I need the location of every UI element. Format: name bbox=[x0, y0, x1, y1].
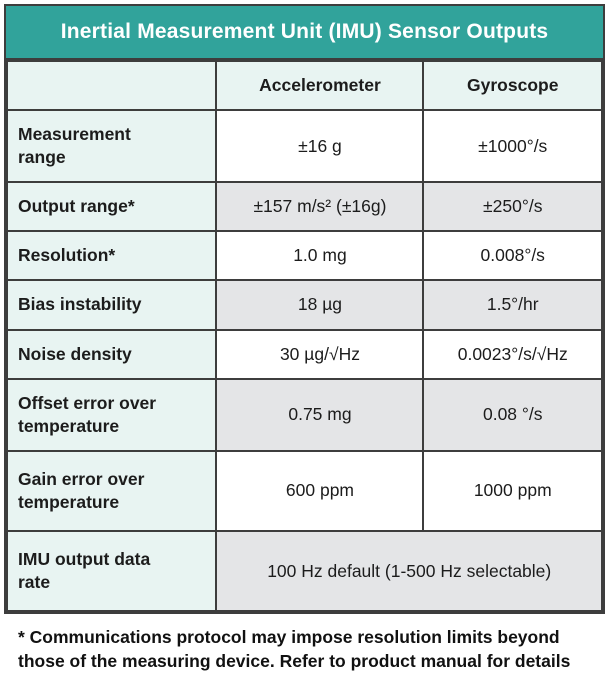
table-row: Gain error over temperature 600 ppm 1000… bbox=[5, 449, 603, 533]
table-row: IMU output data rate 100 Hz default (1-5… bbox=[5, 530, 603, 613]
table-row: Measurement range ±16 g ±1000°/s bbox=[5, 109, 603, 184]
table-row: Resolution* 1.0 mg 0.008°/s bbox=[5, 230, 603, 282]
row-label: Output range* bbox=[5, 181, 218, 233]
table-row: Noise density 30 µg/√Hz 0.0023°/s/√Hz bbox=[5, 328, 603, 380]
cell-accelerometer: 600 ppm bbox=[215, 449, 425, 533]
cell-merged-data-rate: 100 Hz default (1-500 Hz selectable) bbox=[215, 530, 603, 613]
cell-gyroscope: 1000 ppm bbox=[422, 449, 603, 533]
cell-gyroscope: 0.08 °/s bbox=[422, 377, 603, 452]
cell-accelerometer: 18 µg bbox=[215, 279, 425, 331]
row-label: Offset error over temperature bbox=[5, 377, 218, 452]
table-row: Offset error over temperature 0.75 mg 0.… bbox=[5, 377, 603, 452]
row-label-text: Offset error over temperature bbox=[18, 392, 157, 436]
row-label: Bias instability bbox=[5, 279, 218, 331]
row-label-text: Resolution* bbox=[18, 245, 116, 266]
cell-gyroscope: ±250°/s bbox=[422, 181, 603, 233]
cell-accelerometer: 1.0 mg bbox=[215, 230, 425, 282]
footnote: * Communications protocol may impose res… bbox=[18, 627, 571, 671]
table-row: Bias instability 18 µg 1.5°/hr bbox=[5, 279, 603, 331]
imu-spec-card: Inertial Measurement Unit (IMU) Sensor O… bbox=[4, 4, 605, 615]
imu-spec-table: Accelerometer Gyroscope Measurement rang… bbox=[5, 59, 603, 613]
row-label-text: Bias instability bbox=[18, 294, 142, 315]
table-row: Output range* ±157 m/s² (±16g) ±250°/s bbox=[5, 181, 603, 233]
row-label: Noise density bbox=[5, 328, 218, 380]
cell-gyroscope: ±1000°/s bbox=[422, 109, 603, 184]
cell-accelerometer: ±157 m/s² (±16g) bbox=[215, 181, 425, 233]
cell-gyroscope: 0.008°/s bbox=[422, 230, 603, 282]
row-label-text: Output range* bbox=[18, 196, 135, 217]
column-header-accelerometer: Accelerometer bbox=[215, 59, 425, 112]
cell-accelerometer: 30 µg/√Hz bbox=[215, 328, 425, 380]
cell-accelerometer: ±16 g bbox=[215, 109, 425, 184]
row-label: Resolution* bbox=[5, 230, 218, 282]
row-label-text: Noise density bbox=[18, 343, 132, 364]
row-label: Measurement range bbox=[5, 109, 218, 184]
row-label: IMU output data rate bbox=[5, 530, 218, 613]
row-label-text: Gain error over temperature bbox=[18, 468, 145, 512]
cell-accelerometer: 0.75 mg bbox=[215, 377, 425, 452]
row-label: Gain error over temperature bbox=[5, 449, 218, 533]
cell-gyroscope: 0.0023°/s/√Hz bbox=[422, 328, 603, 380]
row-label-text: Measurement range bbox=[18, 124, 131, 168]
table-title: Inertial Measurement Unit (IMU) Sensor O… bbox=[6, 6, 603, 60]
corner-cell bbox=[5, 59, 218, 112]
column-header-gyroscope: Gyroscope bbox=[422, 59, 603, 112]
row-label-text: IMU output data rate bbox=[18, 549, 151, 593]
header-row: Accelerometer Gyroscope bbox=[5, 59, 603, 112]
cell-gyroscope: 1.5°/hr bbox=[422, 279, 603, 331]
